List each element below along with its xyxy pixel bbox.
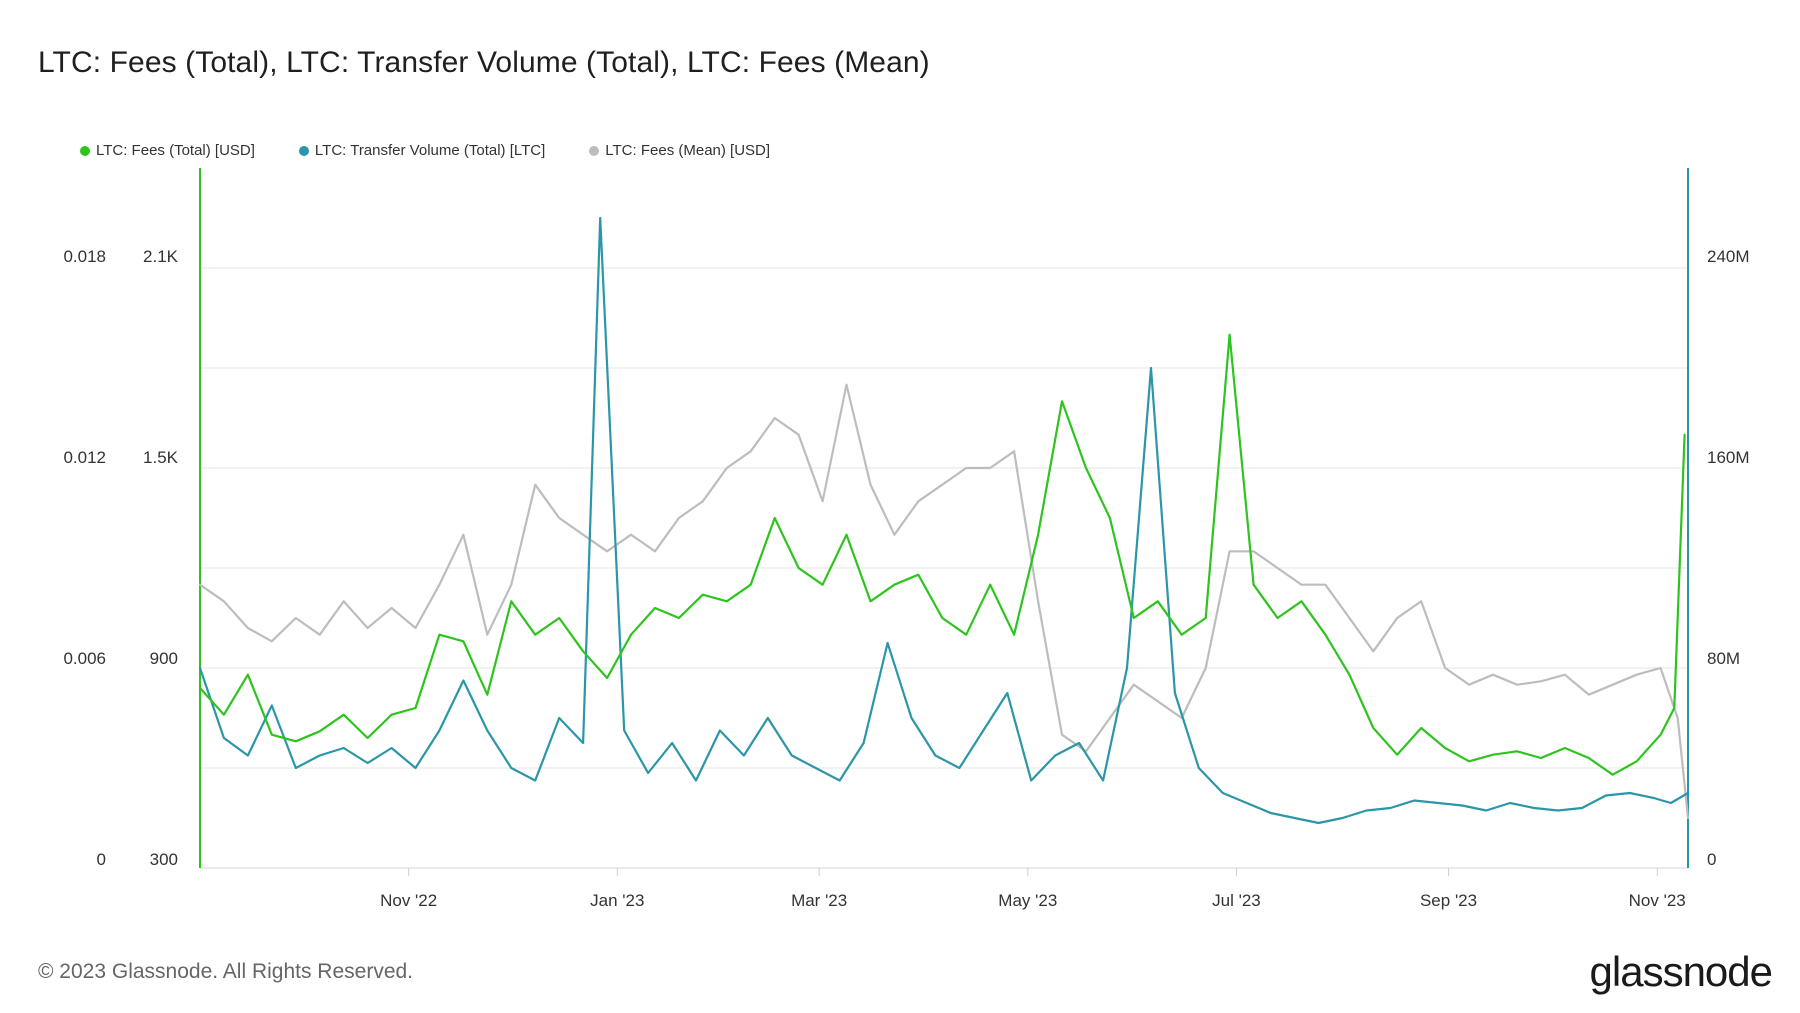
- x-tick-label: Jan '23: [590, 891, 644, 910]
- chart-legend: LTC: Fees (Total) [USD] LTC: Transfer Vo…: [80, 142, 770, 159]
- glassnode-logo: glassnode: [1589, 948, 1773, 995]
- y-tick-label-transfer-volume: 160M: [1707, 448, 1750, 467]
- legend-item-fees-total[interactable]: LTC: Fees (Total) [USD]: [80, 142, 255, 159]
- x-tick-label: Sep '23: [1420, 891, 1477, 910]
- legend-label-fees-mean: LTC: Fees (Mean) [USD]: [605, 142, 771, 159]
- series-line-transfer-volume: [198, 216, 1690, 825]
- x-tick-label: Nov '23: [1629, 891, 1686, 910]
- x-tick-label: Mar '23: [791, 891, 847, 910]
- y-tick-label-fees-total: 900: [150, 649, 178, 668]
- series-line-fees-mean: [198, 383, 1690, 820]
- legend-dot-fees-total: [80, 145, 90, 156]
- y-tick-label-fees-mean: 0.012: [63, 448, 106, 467]
- y-tick-label-fees-total: 300: [150, 850, 178, 869]
- y-tick-label-transfer-volume: 80M: [1707, 649, 1740, 668]
- x-tick-label: May '23: [998, 891, 1057, 910]
- legend-dot-fees-mean: [589, 145, 600, 156]
- series-line-fees-total: [198, 333, 1686, 776]
- y-tick-label-fees-mean: 0: [97, 850, 106, 869]
- y-tick-label-transfer-volume: 240M: [1707, 247, 1750, 266]
- x-tick-label: Jul '23: [1212, 891, 1261, 910]
- legend-label-transfer-volume: LTC: Transfer Volume (Total) [LTC]: [314, 142, 546, 159]
- x-tick-label: Nov '22: [380, 891, 437, 910]
- y-tick-label-transfer-volume: 0: [1707, 850, 1716, 869]
- y-tick-label-fees-mean: 0.006: [63, 649, 106, 668]
- footer-copyright: © 2023 Glassnode. All Rights Reserved.: [38, 960, 414, 983]
- y-tick-label-fees-total: 2.1K: [143, 247, 179, 266]
- chart-title: LTC: Fees (Total), LTC: Transfer Volume …: [38, 46, 930, 79]
- y-tick-label-fees-mean: 0.018: [63, 247, 106, 266]
- legend-item-transfer-volume[interactable]: LTC: Transfer Volume (Total) [LTC]: [298, 142, 546, 159]
- legend-label-fees-total: LTC: Fees (Total) [USD]: [96, 142, 255, 159]
- legend-dot-transfer-volume: [298, 145, 309, 156]
- y-tick-label-fees-total: 1.5K: [143, 448, 179, 467]
- legend-item-fees-mean[interactable]: LTC: Fees (Mean) [USD]: [589, 142, 770, 159]
